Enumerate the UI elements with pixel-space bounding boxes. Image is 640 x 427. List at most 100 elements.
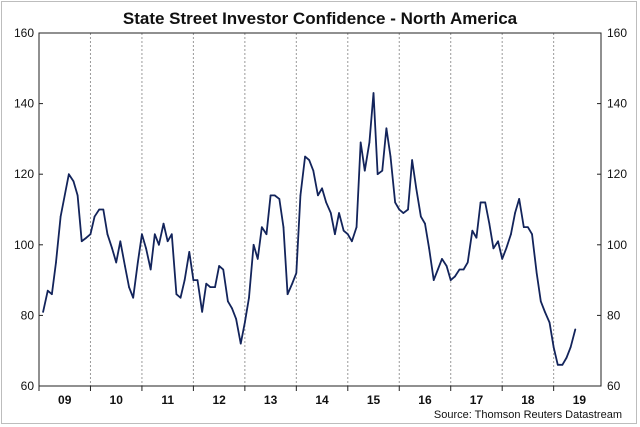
data-point <box>261 226 263 228</box>
data-point <box>385 127 388 130</box>
y-tick-label-right: 100 <box>607 238 627 252</box>
data-point <box>132 296 134 299</box>
data-point <box>196 279 199 281</box>
data-point <box>501 258 503 260</box>
data-point <box>454 275 456 278</box>
data-point <box>488 222 491 225</box>
x-tick-label-10: 10 <box>110 393 124 407</box>
x-tick-label-15: 15 <box>367 393 381 407</box>
data-point <box>321 187 323 190</box>
data-point <box>218 265 220 267</box>
y-tick-label-right: 60 <box>607 379 621 393</box>
data-point <box>415 187 418 190</box>
x-tick-label-16: 16 <box>418 393 432 407</box>
data-point <box>46 289 49 292</box>
data-point <box>424 222 426 225</box>
data-point <box>355 226 358 228</box>
y-tick-label-left: 60 <box>21 379 35 393</box>
data-point <box>273 194 276 197</box>
y-axis-right: 60 80 100 120 140 160 <box>607 26 627 393</box>
data-point <box>76 194 79 197</box>
data-point <box>55 261 57 264</box>
data-point <box>183 279 186 281</box>
x-tick-label-11: 11 <box>161 393 174 407</box>
data-point <box>351 240 353 243</box>
data-point <box>265 233 268 236</box>
data-point <box>569 346 572 348</box>
data-point <box>394 201 396 204</box>
data-point <box>381 169 384 172</box>
data-point <box>175 293 178 296</box>
y-tick-label-left: 100 <box>14 238 34 252</box>
data-point <box>256 258 259 260</box>
data-point <box>244 321 246 324</box>
plot-area <box>38 32 602 387</box>
data-point <box>286 293 289 296</box>
data-point <box>330 212 332 214</box>
data-point <box>162 222 165 225</box>
data-point <box>514 212 516 214</box>
data-point <box>346 233 349 236</box>
data-point <box>372 92 375 94</box>
data-point <box>235 318 237 320</box>
data-point <box>42 311 44 313</box>
data-point <box>93 215 96 218</box>
data-point <box>63 194 66 197</box>
data-point <box>158 244 160 246</box>
y-tick-label-right: 80 <box>607 308 621 322</box>
data-point <box>565 356 568 359</box>
data-point <box>505 247 508 250</box>
data-point <box>80 240 83 243</box>
data-point <box>124 265 126 267</box>
data-point <box>437 268 439 271</box>
x-tick-label-19: 19 <box>573 393 587 407</box>
data-point <box>402 212 405 214</box>
data-point <box>518 198 520 200</box>
data-point <box>466 261 469 264</box>
data-point <box>248 296 250 299</box>
data-point <box>252 244 255 246</box>
data-point <box>299 194 302 197</box>
data-point <box>411 159 413 161</box>
data-point <box>282 226 285 228</box>
data-point <box>231 307 233 310</box>
data-point <box>510 233 512 236</box>
data-point <box>531 233 533 236</box>
data-point <box>544 311 546 313</box>
x-tick-label-12: 12 <box>212 393 226 407</box>
y-tick-label-left: 160 <box>14 26 34 40</box>
data-point <box>51 293 53 296</box>
data-point <box>59 215 62 218</box>
data-point <box>209 286 212 288</box>
data-point <box>325 201 327 204</box>
data-point <box>484 201 487 204</box>
data-point <box>295 272 298 274</box>
y-tick-label-left: 120 <box>14 167 34 181</box>
data-point <box>556 364 559 366</box>
x-axis: 09 10 11 12 13 14 15 16 17 18 19 <box>58 393 586 407</box>
data-point <box>205 282 208 285</box>
data-point <box>278 198 281 200</box>
data-point <box>304 155 306 158</box>
data-point <box>523 226 525 228</box>
data-point <box>128 286 130 288</box>
data-point <box>548 321 551 324</box>
data-point <box>317 194 319 197</box>
data-point <box>115 261 117 264</box>
data-point <box>552 346 555 348</box>
data-point <box>342 229 345 232</box>
data-point <box>141 233 143 236</box>
y-axis-left: 60 80 100 120 140 160 <box>14 26 34 393</box>
data-point <box>214 286 216 288</box>
data-point <box>179 296 182 299</box>
data-point <box>449 279 452 281</box>
x-tick-label-17: 17 <box>470 393 484 407</box>
data-point <box>420 215 422 218</box>
source-note: Source: Thomson Reuters Datastream <box>434 409 622 421</box>
data-point <box>574 328 577 331</box>
series-layer <box>42 92 577 366</box>
data-point <box>527 226 529 228</box>
data-point <box>561 364 564 366</box>
y-tick-label-right: 160 <box>607 26 627 40</box>
data-point <box>539 300 542 303</box>
